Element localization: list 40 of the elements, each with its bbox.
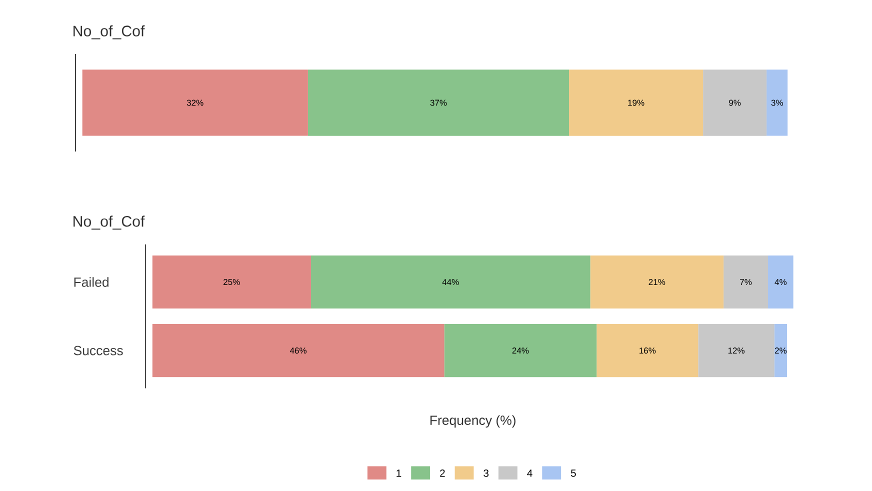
bar xyxy=(82,70,308,136)
chart-title: No_of_Cof xyxy=(74,216,145,230)
x-axis-title: Frequency (%) xyxy=(430,415,516,428)
bar xyxy=(152,324,444,378)
bar xyxy=(569,70,704,136)
data-label: 16% xyxy=(640,348,656,354)
data-label: 24% xyxy=(512,348,529,354)
data-label: 19% xyxy=(628,100,644,106)
bar xyxy=(724,256,768,309)
data-label: 21% xyxy=(648,279,666,286)
bar xyxy=(768,256,794,309)
chart-title: No_of_Cof xyxy=(74,26,145,40)
bar xyxy=(703,70,767,136)
bar xyxy=(698,324,774,378)
data-label: 9% xyxy=(729,100,741,106)
bar xyxy=(310,256,590,309)
data-label: 32% xyxy=(186,100,204,106)
bar xyxy=(152,256,311,309)
legend-label: 4 xyxy=(527,470,532,477)
bar xyxy=(766,70,788,136)
data-label: 3% xyxy=(771,100,783,106)
data-label: 46% xyxy=(290,348,307,354)
bar xyxy=(774,324,788,378)
bar xyxy=(444,324,597,378)
y-tick-label: Success xyxy=(74,346,123,356)
legend-label: 3 xyxy=(484,470,489,478)
data-label: 25% xyxy=(224,279,240,286)
bar xyxy=(596,324,698,378)
bar xyxy=(308,70,570,136)
legend-label: 1 xyxy=(396,470,402,477)
data-label: 2% xyxy=(774,348,787,354)
data-label: 44% xyxy=(442,279,459,286)
legend-label: 2 xyxy=(440,470,445,478)
data-label: 7% xyxy=(740,279,752,286)
data-label: 4% xyxy=(774,279,787,286)
data-label: 12% xyxy=(728,348,744,354)
y-tick-label: Failed xyxy=(74,277,108,288)
legend-label: 5 xyxy=(570,470,576,478)
bar xyxy=(590,256,724,309)
data-label: 37% xyxy=(430,100,447,106)
